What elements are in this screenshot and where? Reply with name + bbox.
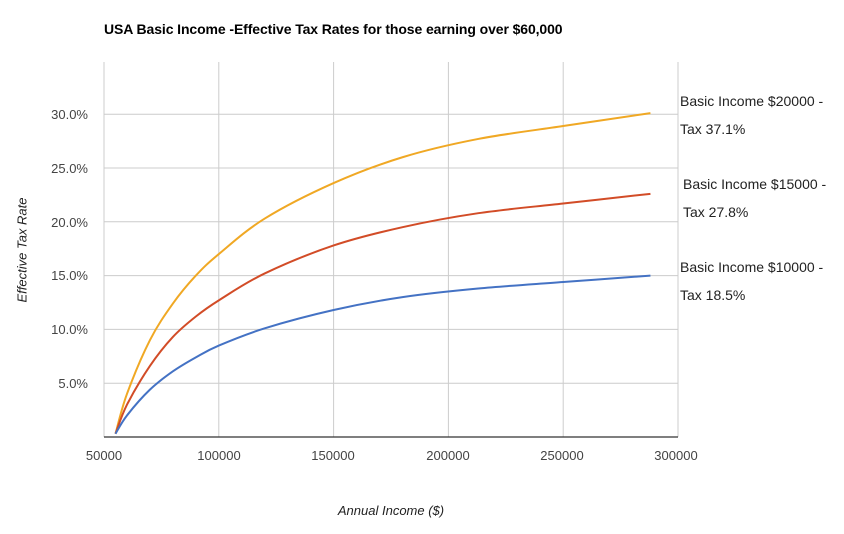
- series-annotation-15000: Basic Income $15000 - Tax 27.8%: [683, 170, 826, 226]
- x-tick: 50000: [85, 448, 123, 463]
- y-tick: 25.0%: [51, 161, 88, 176]
- x-axis-label: Annual Income ($): [337, 503, 445, 518]
- y-tick: 10.0%: [51, 322, 88, 337]
- series-annotation-10000: Basic Income $10000 - Tax 18.5%: [680, 253, 823, 309]
- y-axis-label: Effective Tax Rate: [14, 197, 30, 303]
- series-annotation-20000: Basic Income $20000 - Tax 37.1%: [680, 87, 823, 143]
- chart-title: USA Basic Income -Effective Tax Rates fo…: [104, 21, 563, 37]
- annotation-line: Basic Income $10000 -: [680, 259, 824, 275]
- annotation-line: Tax 18.5%: [680, 287, 746, 303]
- annotation-line: Basic Income $15000 -: [683, 176, 827, 192]
- x-tick: 100000: [197, 448, 241, 463]
- annotation-line: Basic Income $20000 -: [680, 93, 824, 109]
- x-tick: 200000: [426, 448, 470, 463]
- series-line-0: [114, 112, 651, 435]
- series-line-2: [114, 274, 651, 435]
- x-tick: 250000: [540, 448, 584, 463]
- x-tick: 150000: [311, 448, 355, 463]
- series-line-1: [114, 192, 651, 435]
- y-tick: 5.0%: [58, 376, 88, 391]
- y-tick: 30.0%: [51, 107, 88, 122]
- y-tick: 15.0%: [51, 268, 88, 283]
- x-tick: 300000: [654, 448, 698, 463]
- annotation-line: Tax 27.8%: [683, 204, 749, 220]
- annotation-line: Tax 37.1%: [680, 121, 746, 137]
- y-tick: 20.0%: [51, 215, 88, 230]
